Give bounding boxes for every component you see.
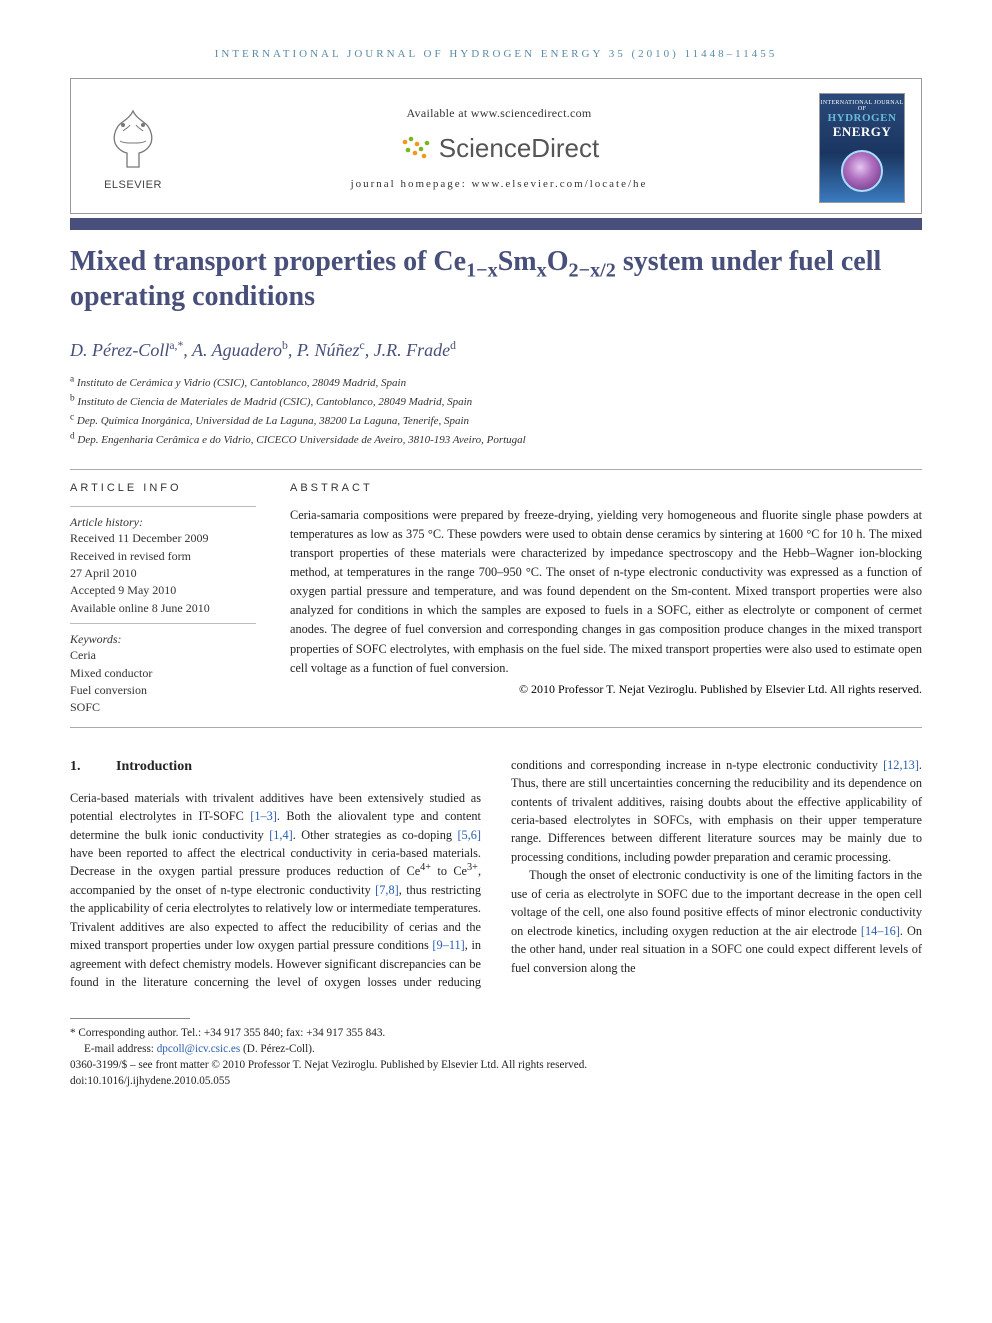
title-sub: x: [537, 260, 547, 282]
cover-line3: ENERGY: [820, 124, 904, 140]
email-line: E-mail address: dpcoll@icv.csic.es (D. P…: [70, 1041, 922, 1057]
journal-cover: INTERNATIONAL JOURNAL OF HYDROGEN ENERGY: [819, 93, 905, 203]
sciencedirect-icon: [399, 134, 433, 164]
keyword: Ceria: [70, 647, 256, 664]
affiliation: b Instituto de Ciencia de Materiales de …: [70, 394, 922, 411]
author: P. Núñezc: [297, 340, 365, 360]
history-item: Received in revised form: [70, 548, 256, 565]
citation-link[interactable]: [5,6]: [457, 828, 481, 842]
abstract-heading: ABSTRACT: [290, 482, 922, 494]
title-sub: 2−x/2: [569, 260, 616, 282]
header-box: ELSEVIER Available at www.sciencedirect.…: [70, 78, 922, 214]
cover-line1: INTERNATIONAL JOURNAL OF: [820, 94, 904, 112]
corresponding-author: * Corresponding author. Tel.: +34 917 35…: [70, 1025, 922, 1041]
history-item: 27 April 2010: [70, 565, 256, 582]
affiliation: d Dep. Engenharia Cerâmica e do Vidrio, …: [70, 432, 922, 449]
keyword: SOFC: [70, 699, 256, 716]
title-seg: O: [547, 246, 569, 277]
elsevier-logo: ELSEVIER: [87, 98, 179, 198]
issn-line: 0360-3199/$ – see front matter © 2010 Pr…: [70, 1057, 922, 1073]
article-info-heading: ARTICLE INFO: [70, 482, 256, 494]
affiliation: c Dep. Química Inorgánica, Universidad d…: [70, 413, 922, 430]
history-item: Accepted 9 May 2010: [70, 582, 256, 599]
authors: D. Pérez-Colla,*, A. Aguaderob, P. Núñez…: [70, 340, 922, 361]
available-at: Available at www.sciencedirect.com: [179, 106, 819, 121]
elsevier-label: ELSEVIER: [104, 179, 162, 191]
keywords-label: Keywords:: [70, 632, 256, 647]
history-item: Available online 8 June 2010: [70, 600, 256, 617]
article-info: ARTICLE INFO Article history: Received 1…: [70, 482, 256, 717]
affiliations: a Instituto de Cerámica y Vidrio (CSIC),…: [70, 375, 922, 449]
paragraph: Though the onset of electronic conductiv…: [511, 866, 922, 977]
title-seg: Mixed transport properties of Ce: [70, 246, 466, 277]
title-rule: [70, 218, 922, 230]
sciencedirect-text: ScienceDirect: [439, 133, 599, 164]
author: A. Aguaderob: [192, 340, 288, 360]
divider: [70, 506, 256, 507]
homepage-link[interactable]: www.elsevier.com/locate/he: [472, 178, 648, 190]
citation-link[interactable]: [1–3]: [250, 809, 277, 823]
history-item: Received 11 December 2009: [70, 530, 256, 547]
footnote-rule: [70, 1018, 190, 1019]
abstract: ABSTRACT Ceria-samaria compositions were…: [290, 482, 922, 717]
cover-graphic: [841, 150, 883, 192]
running-head: INTERNATIONAL JOURNAL OF HYDROGEN ENERGY…: [70, 48, 922, 60]
citation-link[interactable]: [12,13]: [883, 758, 919, 772]
divider: [70, 623, 256, 624]
citation-link[interactable]: [14–16]: [861, 924, 900, 938]
section-title: 1.Introduction: [70, 756, 481, 777]
history-label: Article history:: [70, 515, 256, 530]
divider: [70, 469, 922, 470]
elsevier-tree-icon: [102, 105, 164, 175]
citation-link[interactable]: [1,4]: [269, 828, 293, 842]
abstract-text: Ceria-samaria compositions were prepared…: [290, 506, 922, 677]
author: J.R. Fraded: [374, 340, 456, 360]
homepage-prefix: journal homepage:: [351, 178, 472, 190]
email-link[interactable]: dpcoll@icv.csic.es: [157, 1043, 241, 1055]
author: D. Pérez-Colla,*: [70, 340, 183, 360]
title-sub: 1−x: [466, 260, 498, 282]
citation-link[interactable]: [7,8]: [375, 883, 399, 897]
abstract-copyright: © 2010 Professor T. Nejat Veziroglu. Pub…: [290, 682, 922, 697]
sciencedirect-logo[interactable]: ScienceDirect: [399, 133, 599, 164]
journal-homepage: journal homepage: www.elsevier.com/locat…: [179, 178, 819, 190]
cover-line2: HYDROGEN: [820, 112, 904, 124]
body-text: 1.Introduction Ceria-based materials wit…: [70, 756, 922, 992]
affiliation: a Instituto de Cerámica y Vidrio (CSIC),…: [70, 375, 922, 392]
article-title: Mixed transport properties of Ce1−xSmxO2…: [70, 244, 922, 314]
keyword: Fuel conversion: [70, 682, 256, 699]
keyword: Mixed conductor: [70, 665, 256, 682]
divider: [70, 727, 922, 728]
citation-link[interactable]: [9–11]: [432, 938, 464, 952]
doi-line: doi:10.1016/j.ijhydene.2010.05.055: [70, 1073, 922, 1089]
title-seg: Sm: [498, 246, 537, 277]
